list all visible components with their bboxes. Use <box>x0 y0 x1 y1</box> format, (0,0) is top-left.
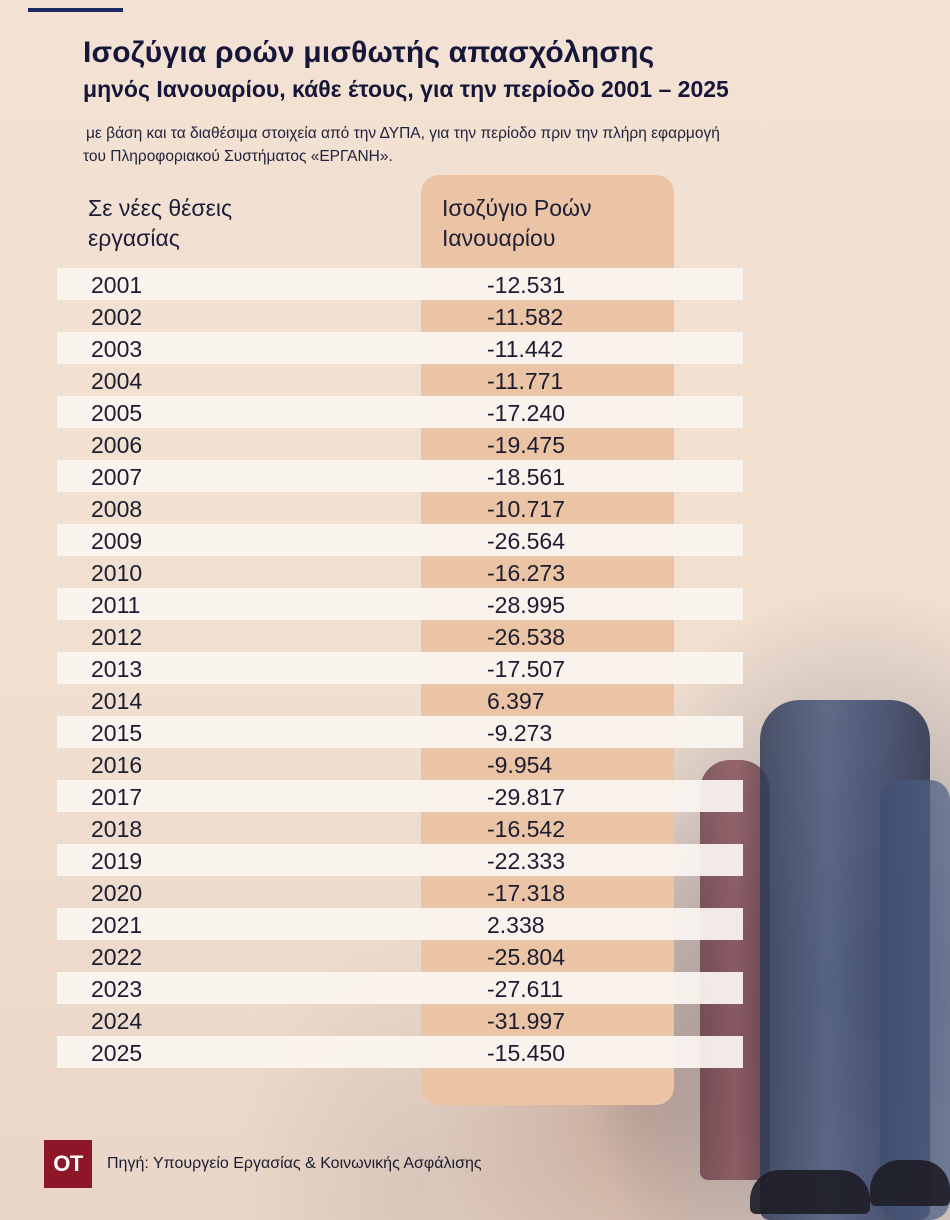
year-cell: 2024 <box>91 1008 143 1034</box>
table-row: 2024 -31.997 <box>57 1004 743 1036</box>
table-row: 2023 -27.611 <box>57 972 743 1004</box>
year-cell: 2014 <box>91 688 143 714</box>
table-row: 2009 -26.564 <box>57 524 743 556</box>
year-cell: 2022 <box>91 944 143 970</box>
data-table: 2001 -12.531 2002 -11.582 2003 -11.442 2004 -11… <box>57 268 743 1068</box>
balance-cell: -15.450 <box>487 1040 566 1066</box>
photo-figure <box>760 700 930 1220</box>
balance-cell: -16.273 <box>487 560 566 586</box>
year-cell: 2004 <box>91 368 143 394</box>
balance-cell: -11.771 <box>487 368 564 394</box>
table-row: 2022 -25.804 <box>57 940 743 972</box>
balance-cell: -18.561 <box>487 464 566 490</box>
table-row: 2013 -17.507 <box>57 652 743 684</box>
balance-cell: -9.954 <box>487 752 553 778</box>
table-row: 2005 -17.240 <box>57 396 743 428</box>
table-row: 2007 -18.561 <box>57 460 743 492</box>
year-cell: 2021 <box>91 912 143 938</box>
year-cell: 2016 <box>91 752 143 778</box>
value-column-highlight <box>421 175 674 1105</box>
balance-cell: -12.531 <box>487 272 566 298</box>
table-row: 2018 -16.542 <box>57 812 743 844</box>
table-row: 2004 -11.771 <box>57 364 743 396</box>
photo-figure <box>880 780 950 1220</box>
balance-cell: -11.582 <box>487 304 564 330</box>
year-cell: 2010 <box>91 560 143 586</box>
accent-rule <box>28 8 123 12</box>
table-row: 2017 -29.817 <box>57 780 743 812</box>
balance-cell: -16.542 <box>487 816 566 842</box>
balance-cell: -19.475 <box>487 432 566 458</box>
balance-cell: -27.611 <box>487 976 564 1002</box>
photo-figure <box>870 1160 950 1206</box>
table-row: 2025 -15.450 <box>57 1036 743 1068</box>
balance-cell: -28.995 <box>487 592 566 618</box>
balance-cell: -22.333 <box>487 848 566 874</box>
page-subtitle: μηνός Ιανουαρίου, κάθε έτους, για την πε… <box>83 76 729 102</box>
year-cell: 2012 <box>91 624 143 650</box>
ot-logo: OT <box>44 1140 92 1188</box>
year-cell: 2001 <box>91 272 143 298</box>
year-cell: 2005 <box>91 400 143 426</box>
column-header-balance: Ισοζύγιο Ροών Ιανουαρίου <box>442 195 592 251</box>
table-row: 2014 6.397 <box>57 684 743 716</box>
year-cell: 2020 <box>91 880 143 906</box>
year-cell: 2023 <box>91 976 143 1002</box>
balance-cell: -17.507 <box>487 656 566 682</box>
year-cell: 2009 <box>91 528 143 554</box>
table-row: 2020 -17.318 <box>57 876 743 908</box>
table-row: 2019 -22.333 <box>57 844 743 876</box>
balance-cell: 6.397 <box>487 688 545 714</box>
balance-cell: -29.817 <box>487 784 566 810</box>
balance-cell: -17.318 <box>487 880 566 906</box>
year-cell: 2008 <box>91 496 143 522</box>
balance-cell: -26.564 <box>487 528 566 554</box>
year-cell: 2007 <box>91 464 143 490</box>
year-cell: 2025 <box>91 1040 143 1066</box>
photo-figure <box>750 1170 870 1214</box>
table-row: 2006 -19.475 <box>57 428 743 460</box>
year-cell: 2006 <box>91 432 143 458</box>
balance-cell: -10.717 <box>487 496 566 522</box>
balance-cell: -11.442 <box>487 336 564 362</box>
source-credit: Πηγή: Υπουργείο Εργασίας & Κοινωνικής Ασ… <box>107 1155 482 1172</box>
table-row: 2010 -16.273 <box>57 556 743 588</box>
year-cell: 2011 <box>91 592 141 618</box>
year-cell: 2013 <box>91 656 143 682</box>
year-cell: 2018 <box>91 816 143 842</box>
year-cell: 2017 <box>91 784 143 810</box>
table-row: 2003 -11.442 <box>57 332 743 364</box>
year-cell: 2019 <box>91 848 143 874</box>
table-row: 2016 -9.954 <box>57 748 743 780</box>
year-cell: 2002 <box>91 304 143 330</box>
table-row: 2015 -9.273 <box>57 716 743 748</box>
year-cell: 2015 <box>91 720 143 746</box>
table-row: 2001 -12.531 <box>57 268 743 300</box>
balance-cell: -9.273 <box>487 720 553 746</box>
table-row: 2002 -11.582 <box>57 300 743 332</box>
balance-cell: -25.804 <box>487 944 566 970</box>
table-row: 2011 -28.995 <box>57 588 743 620</box>
year-cell: 2003 <box>91 336 143 362</box>
table-row: 2021 2.338 <box>57 908 743 940</box>
balance-cell: 2.338 <box>487 912 545 938</box>
column-header-year: Σε νέες θέσεις εργασίας <box>88 195 233 251</box>
table-row: 2012 -26.538 <box>57 620 743 652</box>
balance-cell: -17.240 <box>487 400 566 426</box>
page-title: Ισοζύγια ροών μισθωτής απασχόλησης <box>83 36 655 69</box>
balance-cell: -26.538 <box>487 624 566 650</box>
balance-cell: -31.997 <box>487 1008 566 1034</box>
table-row: 2008 -10.717 <box>57 492 743 524</box>
data-note: με βάση και τα διαθέσιμα στοιχεία από τη… <box>83 125 720 165</box>
